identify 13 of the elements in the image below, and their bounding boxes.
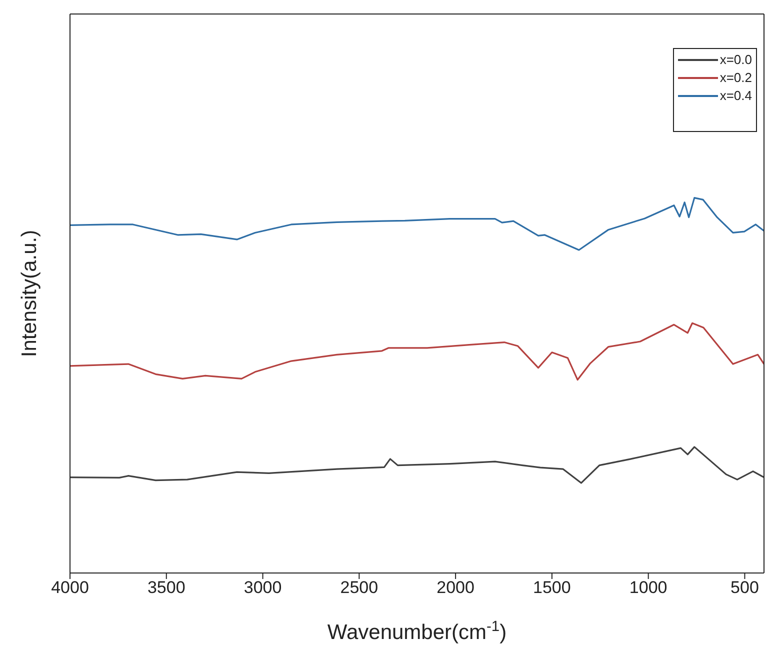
x-tick-label: 3000 — [244, 578, 282, 598]
x-tick-label: 1000 — [629, 578, 668, 598]
legend-label: x=0.4 — [720, 87, 752, 105]
legend-label: x=0.2 — [720, 69, 752, 87]
x-tick-label: 3500 — [147, 578, 186, 598]
x-tick-label: 500 — [730, 578, 759, 598]
x-axis-title: Wavenumber(cm$^{-1}$) — [327, 619, 507, 644]
x-tick-label: 2500 — [340, 578, 378, 598]
y-axis-title: Intensity(a.u.) — [18, 230, 41, 358]
x-tick-label: 4000 — [51, 578, 89, 598]
legend-label: x=0.0 — [720, 51, 752, 69]
x-tick-label: 2000 — [436, 578, 474, 598]
x-tick-label: 1500 — [533, 578, 571, 598]
